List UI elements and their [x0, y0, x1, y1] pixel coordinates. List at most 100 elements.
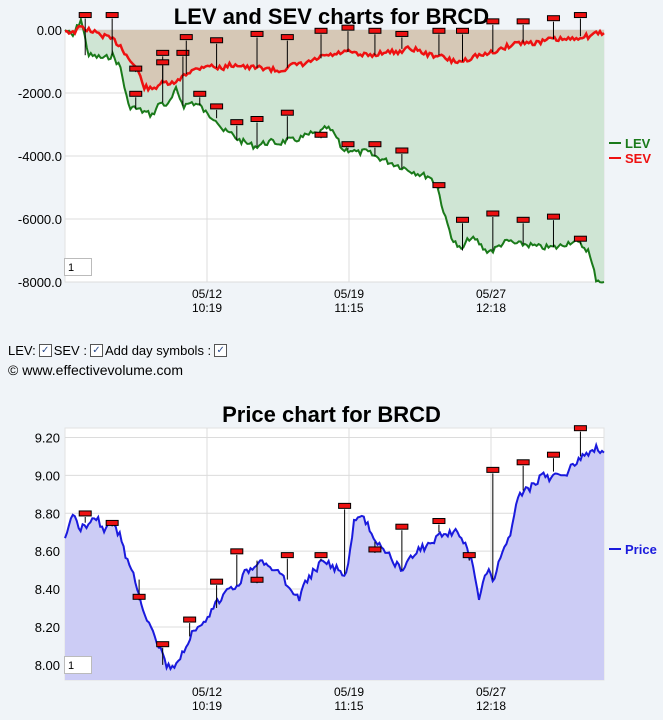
lev-day-marker: [105, 12, 119, 19]
sev-day-marker: [179, 34, 193, 41]
y-tick-label: 9.20: [35, 430, 60, 445]
lev-area-fill: [65, 19, 604, 283]
lev-day-marker: [486, 210, 500, 217]
lev-day-marker: [230, 119, 244, 126]
x-tick-time: 11:15: [334, 301, 363, 315]
sev-day-marker: [456, 27, 470, 34]
lev-day-marker: [456, 216, 470, 223]
sev-day-marker: [129, 65, 143, 72]
price-series-line: [64, 441, 605, 672]
lev-day-marker: [516, 216, 530, 223]
x-tick-date: 05/19: [334, 685, 364, 699]
price-day-marker: [486, 466, 500, 473]
price-day-marker: [395, 523, 409, 530]
price-day-marker: [368, 546, 382, 553]
lev-day-marker: [546, 213, 560, 220]
lev-day-marker: [210, 103, 224, 110]
sev-day-marker: [573, 12, 587, 19]
lev-day-marker: [432, 182, 446, 189]
x-tick-date: 05/12: [192, 685, 222, 699]
y-tick-label: 8.20: [35, 620, 60, 635]
price-day-marker: [183, 616, 197, 623]
price-day-marker: [432, 518, 446, 525]
lev-toggle-label: LEV:: [8, 343, 36, 358]
sev-toggle-label: SEV :: [53, 343, 87, 358]
y-tick-label: -4000.0: [18, 149, 62, 164]
price-legend-label: Price: [625, 542, 657, 557]
sev-day-marker: [341, 24, 355, 31]
lev-day-marker: [78, 12, 92, 19]
sev-area-fill: [65, 26, 604, 91]
y-tick-label: 8.00: [35, 658, 60, 673]
x-tick-time: 11:15: [334, 699, 363, 713]
y-tick-label: 8.40: [35, 582, 60, 597]
sev-legend-label: SEV: [625, 151, 651, 166]
lev-day-marker: [573, 235, 587, 242]
price-area-fill: [65, 445, 604, 680]
y-tick-label: 0.00: [37, 23, 62, 38]
sev-day-marker: [368, 27, 382, 34]
lev-day-marker: [341, 141, 355, 148]
sev-day-marker: [250, 30, 264, 37]
price-day-marker: [230, 548, 244, 555]
sev-day-marker: [432, 27, 446, 34]
price-day-marker: [280, 552, 294, 559]
price-day-marker: [314, 552, 328, 559]
lev-day-marker: [250, 116, 264, 122]
sev-series-line: [64, 24, 605, 93]
lev-sev-range-input[interactable]: 1: [64, 258, 92, 276]
y-tick-label: -2000.0: [18, 86, 62, 101]
x-tick-date: 05/27: [476, 287, 506, 301]
x-tick-date: 05/27: [476, 685, 506, 699]
x-tick-time: 12:18: [476, 699, 506, 713]
price-day-marker: [105, 519, 119, 526]
x-tick-time: 10:19: [192, 301, 222, 315]
sev-day-marker: [546, 15, 560, 22]
sev-checkbox[interactable]: ✓: [89, 344, 103, 357]
sev-day-marker: [314, 27, 328, 34]
lev-legend-label: LEV: [625, 136, 651, 151]
lev-checkbox[interactable]: ✓: [38, 344, 52, 357]
y-tick-label: -6000.0: [18, 212, 62, 227]
copyright-text: © www.effectivevolume.com: [8, 362, 184, 378]
price-day-marker: [210, 578, 224, 585]
sev-day-marker: [395, 30, 409, 37]
price-day-marker: [338, 502, 352, 509]
price-day-marker: [156, 641, 170, 648]
lev-day-marker: [193, 90, 207, 97]
price-day-marker: [462, 552, 476, 559]
price-range-input[interactable]: 1: [64, 656, 92, 674]
sev-day-marker: [486, 18, 500, 25]
lev-day-marker: [280, 109, 294, 116]
price-day-marker: [516, 459, 530, 466]
lev-sev-chart-title: LEV and SEV charts for BRCD: [173, 4, 490, 29]
price-day-marker: [132, 593, 146, 600]
lev-series-line: [64, 15, 605, 284]
y-tick-label: 9.00: [35, 468, 60, 483]
x-tick-time: 12:18: [476, 301, 506, 315]
sev-day-marker: [210, 37, 224, 44]
price-day-marker: [250, 576, 264, 583]
price-chart-title: Price chart for BRCD: [222, 402, 441, 427]
sev-day-marker: [280, 34, 294, 41]
x-tick-date: 05/12: [192, 287, 222, 301]
price-day-marker: [78, 510, 92, 517]
day-symbols-checkbox[interactable]: ✓: [214, 344, 228, 357]
lev-day-marker: [129, 90, 143, 97]
lev-day-marker: [368, 141, 382, 148]
price-day-marker: [573, 425, 587, 432]
x-tick-date: 05/19: [334, 287, 364, 301]
lev-day-marker: [314, 131, 328, 138]
y-tick-label: 8.60: [35, 544, 60, 559]
series-toggle-controls: LEV: ✓ SEV : ✓ Add day symbols : ✓: [8, 343, 229, 358]
lev-day-marker: [395, 147, 409, 154]
y-tick-label: -8000.0: [18, 275, 62, 290]
x-tick-time: 10:19: [192, 699, 222, 713]
sev-day-marker: [516, 18, 530, 25]
lev-day-marker: [156, 49, 170, 56]
price-day-marker: [546, 451, 560, 458]
day-symbols-toggle-label: Add day symbols :: [104, 343, 212, 358]
sev-day-marker: [156, 59, 170, 66]
